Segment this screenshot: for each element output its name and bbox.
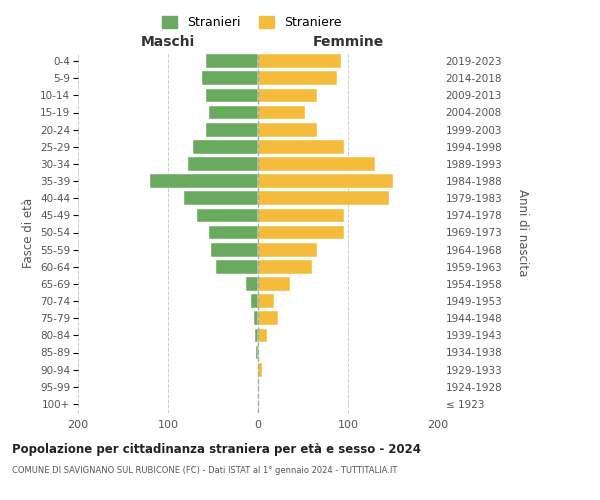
- Bar: [184, 192, 258, 205]
- Bar: [247, 277, 258, 291]
- Bar: [258, 260, 312, 274]
- Bar: [258, 243, 317, 256]
- Bar: [193, 140, 258, 153]
- Text: Femmine: Femmine: [313, 35, 383, 49]
- Bar: [206, 123, 258, 136]
- Bar: [209, 106, 258, 120]
- Bar: [202, 72, 258, 85]
- Bar: [258, 226, 343, 239]
- Bar: [258, 174, 393, 188]
- Text: COMUNE DI SAVIGNANO SUL RUBICONE (FC) - Dati ISTAT al 1° gennaio 2024 - TUTTITAL: COMUNE DI SAVIGNANO SUL RUBICONE (FC) - …: [12, 466, 397, 475]
- Bar: [209, 226, 258, 239]
- Bar: [197, 208, 258, 222]
- Bar: [258, 140, 343, 153]
- Y-axis label: Fasce di età: Fasce di età: [22, 198, 35, 268]
- Bar: [258, 106, 305, 120]
- Text: Popolazione per cittadinanza straniera per età e sesso - 2024: Popolazione per cittadinanza straniera p…: [12, 442, 421, 456]
- Bar: [258, 54, 341, 68]
- Bar: [258, 328, 267, 342]
- Bar: [258, 277, 290, 291]
- Bar: [258, 208, 343, 222]
- Bar: [216, 260, 258, 274]
- Bar: [150, 174, 258, 188]
- Bar: [188, 157, 258, 171]
- Bar: [258, 312, 278, 325]
- Bar: [206, 88, 258, 102]
- Bar: [206, 54, 258, 68]
- Bar: [258, 72, 337, 85]
- Legend: Stranieri, Straniere: Stranieri, Straniere: [157, 11, 347, 34]
- Bar: [258, 363, 262, 376]
- Bar: [254, 312, 258, 325]
- Text: Maschi: Maschi: [141, 35, 195, 49]
- Bar: [258, 123, 317, 136]
- Bar: [256, 346, 258, 360]
- Bar: [258, 294, 274, 308]
- Bar: [258, 192, 389, 205]
- Bar: [258, 157, 375, 171]
- Bar: [256, 328, 258, 342]
- Bar: [251, 294, 258, 308]
- Bar: [258, 88, 317, 102]
- Bar: [211, 243, 258, 256]
- Y-axis label: Anni di nascita: Anni di nascita: [516, 189, 529, 276]
